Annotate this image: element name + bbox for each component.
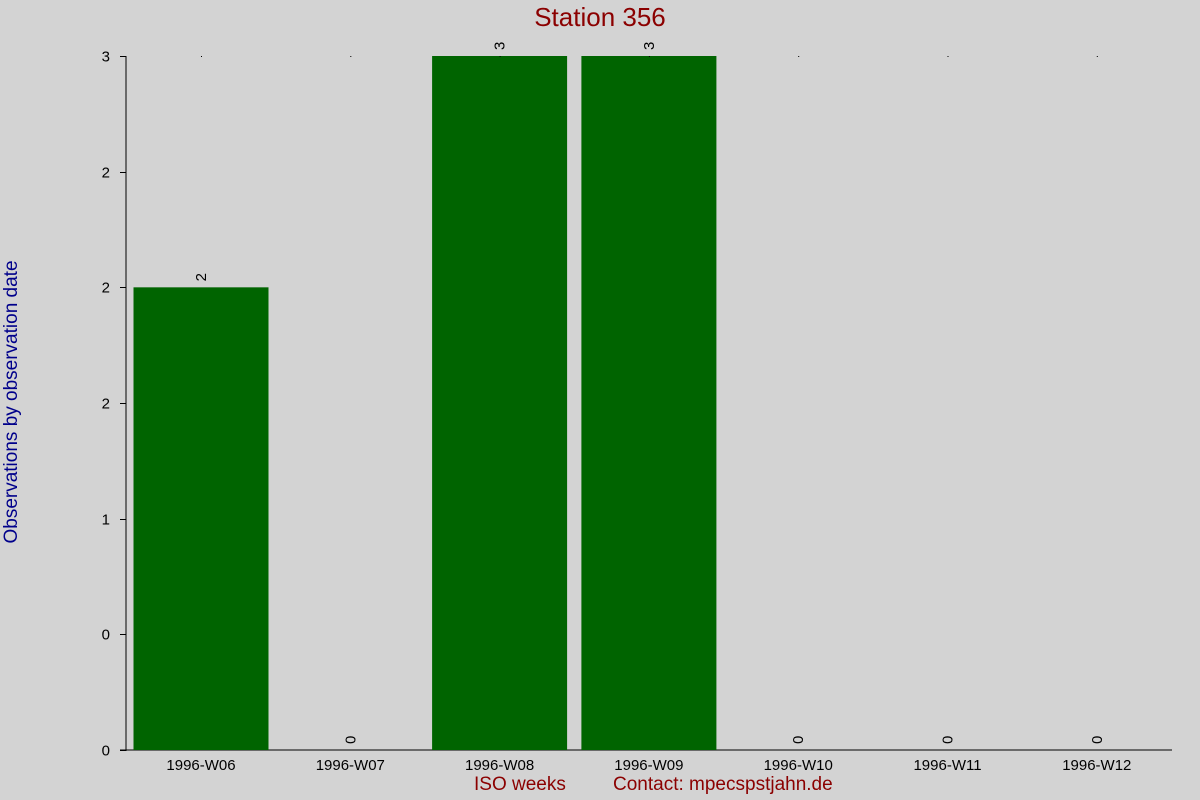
data-label: 3 <box>492 42 509 50</box>
bar-1996-w09 <box>581 56 717 750</box>
bar-top-marker <box>648 56 650 57</box>
x-tick-label: 1996-W06 <box>166 757 235 774</box>
contact-label: Contact: mpecspstjahn.de <box>613 774 833 795</box>
data-label: 0 <box>342 736 359 744</box>
x-tick-label: 1996-W07 <box>316 757 385 774</box>
x-tick-label: 1996-W11 <box>913 757 981 774</box>
bar-top-marker <box>947 56 949 57</box>
bar-top-marker <box>798 56 800 57</box>
x-tick-label: 1996-W12 <box>1062 757 1131 774</box>
data-label: 0 <box>940 736 957 744</box>
y-tick-label: 3 <box>102 49 110 66</box>
data-label: 0 <box>1089 736 1106 744</box>
data-label: 0 <box>790 736 807 744</box>
y-tick-label: 2 <box>102 165 110 182</box>
bar-1996-w06 <box>133 287 269 750</box>
y-axis-label: Observations by observation date <box>1 260 22 544</box>
y-tick-label: 0 <box>102 627 110 644</box>
x-tick-label: 1996-W09 <box>614 757 683 774</box>
bar-top-marker <box>499 56 501 57</box>
bar-top-marker <box>1096 56 1098 57</box>
x-axis-label: ISO weeks <box>474 774 566 795</box>
bar-1996-w08 <box>432 56 568 750</box>
chart-title: Station 356 <box>534 2 666 32</box>
y-tick-label: 1 <box>102 512 110 529</box>
x-tick-label: 1996-W08 <box>465 757 534 774</box>
data-label: 3 <box>641 42 658 50</box>
bar-top-marker <box>201 56 202 57</box>
y-tick-label: 2 <box>102 280 110 297</box>
y-tick-label: 2 <box>102 396 110 413</box>
data-label: 2 <box>193 273 210 281</box>
bar-top-marker <box>350 56 352 57</box>
x-tick-label: 1996-W10 <box>764 757 833 774</box>
y-tick-label: 0 <box>102 743 110 760</box>
